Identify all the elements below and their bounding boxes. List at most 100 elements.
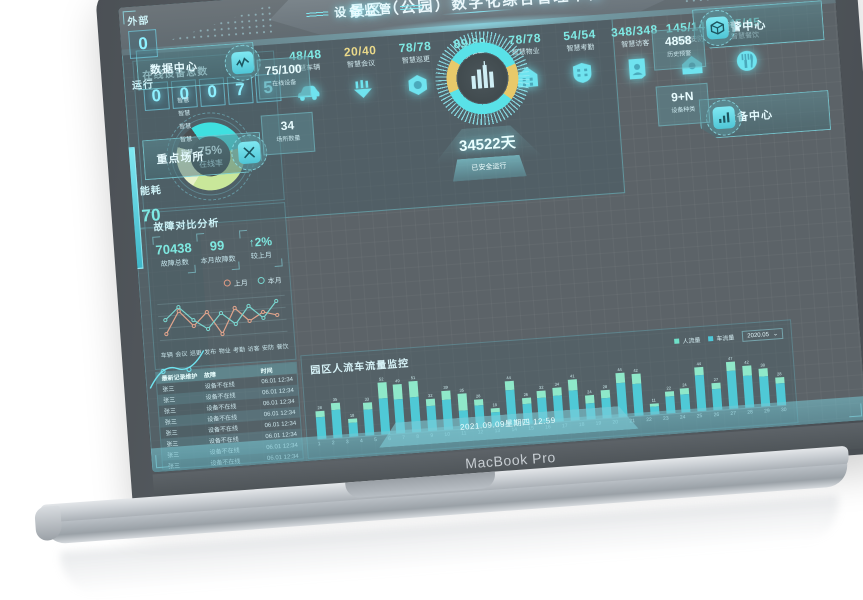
legend-label: 本月 — [267, 277, 283, 286]
bar-value-label: 33 — [364, 396, 370, 402]
device-types-card[interactable]: 9+N 设备种类 — [655, 82, 711, 127]
bar-value-label: 11 — [651, 397, 656, 403]
x-tick-label: 安防 — [261, 345, 275, 353]
external-panel-partial: 外部 0 运行 智慧 智慧 智慧 智慧 智慧 能耗 70 — [124, 16, 230, 473]
activity-icon — [230, 50, 255, 75]
legend-label: 车流量 — [716, 335, 735, 343]
key-places-icon-knob[interactable] — [230, 133, 269, 172]
device-center-icon-knob[interactable] — [704, 98, 744, 137]
x-tick-label: 考勤 — [232, 347, 246, 355]
legend-item-last-month[interactable]: 上月 — [223, 278, 249, 290]
meeting-icon — [335, 74, 391, 104]
bar-value-label: 51 — [410, 374, 416, 381]
bar-value-label: 41 — [569, 373, 575, 379]
bar-segment-people — [393, 383, 404, 400]
stat-attendance[interactable]: 54/54 智慧考勤 — [552, 26, 610, 88]
stat-dining[interactable]: 45/45 智慧餐饮 — [717, 14, 775, 76]
flow-chart-legend: 人流量 车流量 2020.05 ⌄ — [674, 327, 784, 347]
bar-value-label: 32 — [427, 392, 433, 399]
dashboard-screen: 景区（公园）数字化综合管理平台 在线设备总数 0 0 0 7 5 — [118, 0, 863, 473]
kpi-month-faults: 99 本月故障数 — [196, 231, 240, 273]
kpi-value: ↑2% — [248, 234, 273, 250]
bar-value-label: 34 — [554, 381, 560, 387]
legend-item-vehicles[interactable]: 车流量 — [708, 333, 735, 344]
cube-icon — [705, 16, 730, 40]
bar-value-label: 38 — [760, 362, 766, 368]
dining-icon — [719, 46, 775, 76]
central-gauge — [430, 25, 535, 131]
cell-time: 06.01 12:34 — [261, 376, 294, 385]
device-monitoring-panel: 设备监管 数据中心 预警中心 — [118, 0, 863, 469]
bar-segment-people — [408, 380, 419, 398]
place-count-card[interactable]: 34 场所数量 — [260, 111, 316, 156]
title-bars-right-icon — [400, 3, 423, 13]
data-center-icon-knob[interactable] — [223, 43, 262, 83]
cell-time: 06.01 12:34 — [262, 398, 295, 407]
bar-value-label: 44 — [617, 366, 622, 373]
bar-value-label: 39 — [443, 384, 449, 390]
fault-analysis-title: 故障对比分析 — [153, 217, 220, 234]
legend-label: 上月 — [233, 279, 249, 289]
stat-patrol[interactable]: 78/78 智慧巡更 — [388, 38, 446, 100]
kpi-label: 较上月 — [250, 252, 273, 261]
alert-center-icon-knob[interactable] — [698, 8, 737, 48]
fault-line-chart — [157, 294, 288, 342]
bar-value-label: 42 — [744, 359, 749, 365]
energy-mini-line-chart — [149, 350, 205, 389]
stat-visitor[interactable]: 348/348 智慧访客 — [607, 22, 665, 84]
bar-segment-people — [377, 382, 388, 399]
laptop-lid: 景区（公园）数字化综合管理平台 在线设备总数 0 0 0 7 5 — [94, 0, 863, 508]
kpi-month-delta: ↑2% 较上月 — [239, 227, 283, 269]
online-devices-card[interactable]: 75/100 在线设备 — [256, 55, 312, 100]
bar-value-label: 22 — [666, 385, 672, 391]
laptop-display: 景区（公园）数字化综合管理平台 在线设备总数 0 0 0 7 5 — [118, 0, 863, 473]
kpi-label: 故障总数 — [160, 259, 189, 269]
city-buildings-icon — [471, 61, 495, 90]
location-cross-icon — [237, 140, 262, 165]
legend-item-this-month[interactable]: 本月 — [257, 276, 282, 288]
bar-value-label: 28 — [317, 404, 323, 411]
badge-icon — [609, 54, 665, 84]
bar-value-label: 24 — [586, 389, 592, 395]
legend-swatch-icon — [257, 276, 265, 285]
scrollbar-thumb[interactable] — [124, 146, 144, 270]
bar-value-label: 35 — [332, 396, 338, 403]
legend-item-people[interactable]: 人流量 — [674, 335, 701, 346]
bar-value-label: 28 — [602, 383, 608, 390]
history-alerts-card[interactable]: 4858 历史预警 — [651, 26, 707, 71]
legend-swatch-icon — [674, 338, 680, 344]
bar-segment-people — [568, 379, 578, 391]
bar-value-label: 18 — [492, 402, 498, 408]
bar-chart-icon — [712, 105, 736, 130]
month-select[interactable]: 2020.05 ⌄ — [741, 327, 784, 342]
x-tick-label: 物业 — [218, 348, 231, 356]
stat-meeting[interactable]: 20/40 智慧会议 — [333, 42, 391, 104]
legend-swatch-icon — [708, 336, 714, 342]
bar-value-label: 49 — [394, 378, 400, 384]
fault-kpi-group: 70438 故障总数 99 本月故障数 ↑2% 较上月 — [152, 227, 283, 275]
bar-value-label: 18 — [349, 412, 355, 418]
fault-chart-legend: 上月 本月 — [223, 276, 283, 290]
hexagon-icon — [390, 70, 446, 100]
bar-value-label: 52 — [378, 376, 384, 382]
chevron-down-icon: ⌄ — [772, 331, 779, 338]
title-bars-left-icon — [305, 10, 329, 20]
bar-column[interactable]: 52 — [377, 376, 390, 435]
bar-value-label: 32 — [538, 384, 544, 390]
bar-value-label: 44 — [696, 361, 702, 367]
cell-time: 06.01 12:34 — [264, 420, 297, 429]
kpi-total-faults: 70438 故障总数 — [152, 234, 196, 276]
month-select-value: 2020.05 — [747, 331, 770, 340]
gauge-core — [455, 51, 510, 106]
legend-swatch-icon — [223, 279, 232, 287]
bar-value-label: 27 — [713, 376, 719, 383]
bar-value-label: 28 — [776, 371, 782, 377]
bar-value-label: 26 — [523, 391, 529, 398]
bar-value-label: 24 — [682, 382, 687, 388]
shield-icon — [554, 58, 610, 88]
flow-monitor-title: 园区人流车流量监控 — [310, 358, 410, 377]
x-tick-label: 访客 — [247, 346, 260, 354]
fault-analysis-panel: 故障对比分析 70438 故障总数 99 本月故障数 ↑2% 较上月 — [143, 202, 297, 371]
kpi-value: 99 — [209, 237, 225, 254]
